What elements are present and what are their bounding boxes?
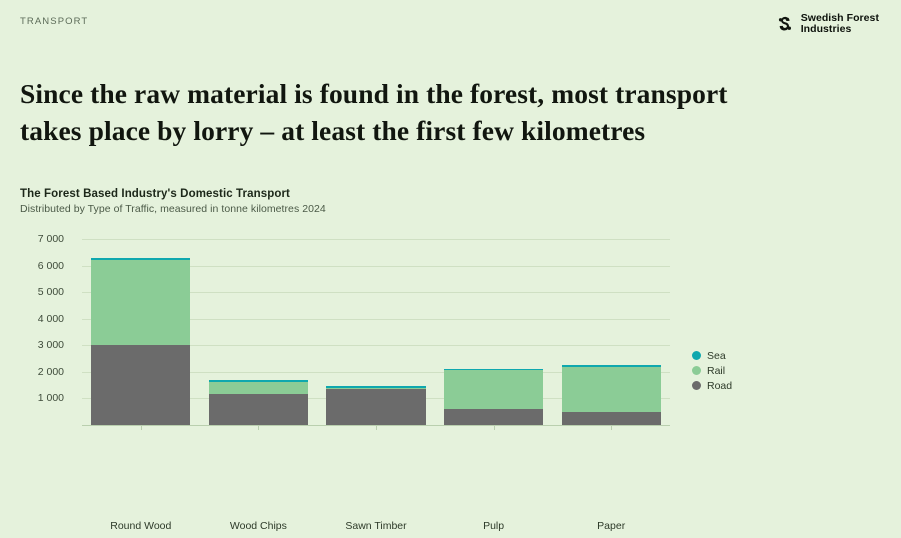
x-axis-labels: Round Wood Wood Chips Sawn Timber Pulp Paper xyxy=(82,520,670,538)
y-axis-tick-label: 7 000 xyxy=(37,233,64,245)
gridline xyxy=(82,371,670,373)
legend-item-rail[interactable]: Rail xyxy=(692,363,732,378)
chart-bars xyxy=(82,232,670,512)
bar-segment-road xyxy=(326,388,426,425)
legend-label: Rail xyxy=(707,364,726,377)
y-axis: 7 000 6 000 5 000 4 000 3 000 2 000 1 000 xyxy=(20,232,64,512)
x-axis-tick xyxy=(493,425,495,430)
bar-segment-rail xyxy=(91,260,191,345)
x-axis-label: Wood Chips xyxy=(229,520,287,532)
gridline xyxy=(82,239,670,240)
bar-segment-rail xyxy=(561,366,661,412)
page-title: Since the raw material is found in the f… xyxy=(20,76,810,149)
y-axis-tick-label: 2 000 xyxy=(37,365,64,378)
x-axis-label: Pulp xyxy=(483,520,505,532)
chart-plot-area: 7 000 6 000 5 000 4 000 3 000 2 000 1 000 Roun… xyxy=(20,232,881,532)
bar-segment-sea xyxy=(208,380,309,382)
legend-swatch-road-icon xyxy=(692,381,701,390)
chart-subtitle: Distributed by Type of Traffic, measured… xyxy=(20,203,326,215)
bar-sawn-timber xyxy=(326,386,426,425)
y-axis-tick-label: 6 000 xyxy=(37,259,64,272)
y-axis-tick-label: 5 000 xyxy=(37,286,64,299)
chart-legend: Sea Rail Road xyxy=(692,348,732,393)
bar-segment-rail xyxy=(443,370,544,410)
bar-segment-sea xyxy=(561,364,661,367)
logo-wordmark-line1: Swedish Forest xyxy=(800,12,879,24)
logo-wordmark: Swedish Forest Industries xyxy=(801,13,879,34)
bar-segment-road xyxy=(561,411,661,425)
chart-title: The Forest Based Industry's Domestic Tra… xyxy=(20,188,290,200)
page-title-line2: takes place by lorry – at least the firs… xyxy=(20,114,646,146)
bar-wood-chips xyxy=(208,380,309,425)
bar-segment-rail xyxy=(326,387,426,389)
gridline xyxy=(82,265,670,267)
legend-swatch-sea-icon xyxy=(692,351,701,360)
legend-label: Sea xyxy=(707,349,726,362)
gridline xyxy=(82,318,670,320)
logo-wordmark-line2: Industries xyxy=(800,22,852,35)
x-axis-label: Round Wood xyxy=(110,520,172,532)
bar-segment-sea xyxy=(326,386,426,388)
bar-segment-sea xyxy=(443,368,544,371)
eyebrow-category: TRANSPORT xyxy=(20,16,89,27)
x-axis-tick xyxy=(140,425,142,430)
x-axis-label: Paper xyxy=(597,520,626,532)
bar-segment-road xyxy=(91,344,191,425)
y-axis-tick-label: 3 000 xyxy=(37,339,64,352)
bar-paper xyxy=(561,364,661,425)
bar-segment-sea xyxy=(91,258,191,261)
brand-logo: Swedish Forest Industries xyxy=(775,13,879,34)
legend-swatch-rail-icon xyxy=(692,366,701,375)
gridline xyxy=(82,292,670,294)
x-axis-label: Sawn Timber xyxy=(345,520,407,532)
legend-item-road[interactable]: Road xyxy=(692,378,732,393)
y-axis-tick-label: 1 000 xyxy=(37,392,64,405)
gridline xyxy=(82,345,670,347)
legend-label: Road xyxy=(707,379,733,392)
x-axis-tick xyxy=(376,425,377,430)
page-title-line1: Since the raw material is found in the f… xyxy=(20,78,728,110)
y-axis-tick-label: 4 000 xyxy=(37,312,64,325)
swedish-forest-industries-logo-icon xyxy=(775,14,795,34)
bar-pulp xyxy=(443,368,544,425)
x-axis-tick xyxy=(258,425,260,430)
legend-item-sea[interactable]: Sea xyxy=(692,348,732,363)
chart-container: The Forest Based Industry's Domestic Tra… xyxy=(20,188,881,532)
x-axis-tick xyxy=(611,425,613,430)
bar-segment-road xyxy=(443,409,544,425)
bar-segment-road xyxy=(208,393,309,425)
bar-round-wood xyxy=(91,258,191,425)
bar-segment-rail xyxy=(208,381,309,394)
